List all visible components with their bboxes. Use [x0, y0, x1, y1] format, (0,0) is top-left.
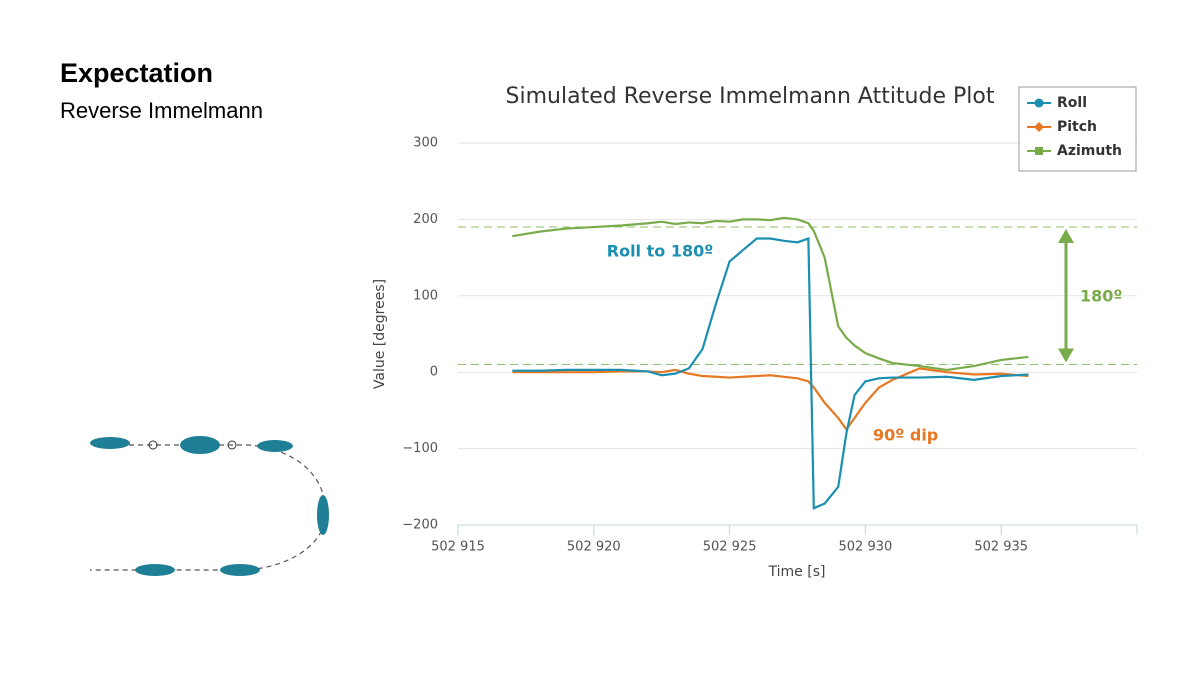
annotation: 90º dip: [873, 426, 938, 445]
arrow-head: [1058, 348, 1074, 363]
chart-title: Simulated Reverse Immelmann Attitude Plo…: [506, 84, 995, 109]
legend-marker: [1034, 98, 1044, 108]
data-line: [512, 236, 1029, 510]
legend-marker: [1034, 122, 1044, 132]
annotation: Roll to 180º: [607, 242, 713, 261]
y-tick-label: −100: [402, 441, 438, 456]
slide-title: Expectation: [60, 58, 214, 88]
legend-label: Roll: [1057, 95, 1087, 111]
y-tick-label: 0: [430, 365, 438, 380]
x-tick-label: 502 935: [974, 540, 1028, 555]
legend-label: Pitch: [1057, 119, 1097, 135]
y-tick-label: −200: [402, 518, 438, 533]
x-tick-label: 502 915: [431, 540, 485, 555]
data-line: [512, 216, 1029, 372]
y-axis-label: Value [degrees]: [372, 279, 388, 389]
y-tick-label: 100: [413, 288, 438, 303]
slide-subtitle: Reverse Immelmann: [60, 98, 263, 123]
maneuver-illustration: [90, 436, 329, 576]
legend-label: Azimuth: [1057, 143, 1122, 159]
x-axis-label: Time [s]: [768, 564, 826, 580]
y-tick-label: 300: [413, 136, 438, 151]
arrow-head: [1058, 229, 1074, 244]
annotation: 180º: [1080, 287, 1122, 306]
x-tick-label: 502 925: [703, 540, 757, 555]
legend-marker: [1035, 147, 1043, 155]
y-tick-label: 200: [413, 212, 438, 227]
x-tick-label: 502 920: [567, 540, 621, 555]
x-tick-label: 502 930: [839, 540, 893, 555]
legend: Roll Pitch Azimuth: [1018, 86, 1137, 172]
